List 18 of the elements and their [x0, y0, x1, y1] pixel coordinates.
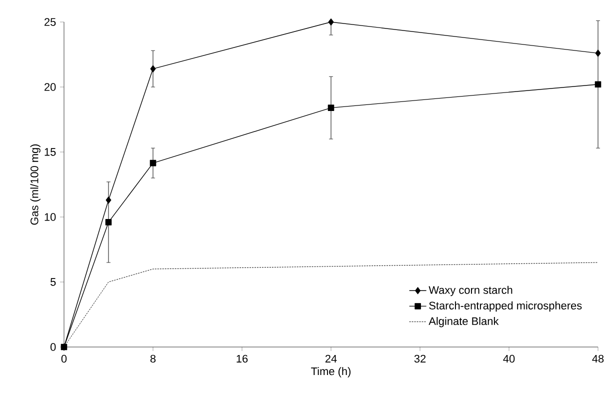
y-tick-label: 0 [50, 343, 56, 351]
x-tick-label: 8 [150, 354, 156, 363]
x-tick-label: 48 [592, 354, 604, 363]
legend-label: Waxy corn starch [428, 286, 512, 296]
y-tick-label: 5 [50, 278, 56, 286]
y-axis-title: Gas (ml/100 mg) [30, 144, 40, 225]
x-tick-label: 32 [414, 354, 426, 363]
y-tick-label: 20 [44, 83, 56, 91]
x-tick-label: 16 [236, 354, 248, 363]
legend-label: Starch-entrapped microspheres [429, 301, 582, 312]
x-tick-label: 0 [61, 354, 67, 363]
y-tick-label: 10 [44, 213, 56, 221]
x-axis-title: Time (h) [311, 367, 351, 378]
y-tick-label: 15 [44, 148, 56, 156]
x-tick-label: 40 [503, 354, 515, 363]
x-tick-label: 24 [325, 354, 337, 362]
y-tick-label: 25 [44, 18, 56, 26]
legend-label: Alginate Blank [428, 316, 499, 328]
